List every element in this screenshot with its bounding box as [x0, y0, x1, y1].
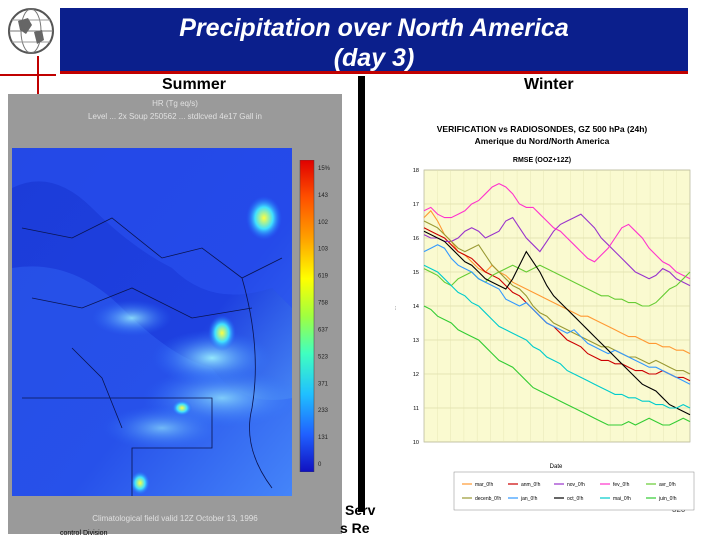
y-tick-label: 15	[413, 270, 419, 276]
series-line	[423, 305, 691, 426]
legend-entry: nov_0!h	[567, 482, 585, 488]
y-tick-label: 16	[413, 236, 419, 242]
legend-entry: avr_0!h	[659, 482, 676, 488]
colorbar-tick-label: 143	[318, 193, 329, 199]
winter-label: Winter	[524, 76, 574, 93]
series-line	[423, 209, 691, 355]
summer-caption-top-1: HR (Tg eq/s)	[152, 99, 198, 108]
series-line	[423, 213, 691, 287]
series-line	[423, 230, 691, 416]
colorbar-legend: 15% 143 102 103 619 758 637 523 371 233 131 0	[299, 160, 331, 472]
legend-entry: anm_0!h	[521, 482, 541, 488]
red-rule-vertical	[37, 56, 39, 94]
y-tick-label: 12	[413, 372, 419, 378]
y-axis-label: ...	[392, 306, 398, 310]
globe-logo-icon	[8, 8, 54, 54]
colorbar-tick-label: 619	[318, 274, 329, 280]
legend-entry: oct_0!h	[567, 496, 584, 502]
red-rule-horizontal	[0, 74, 56, 76]
summer-label: Summer	[162, 76, 227, 93]
y-tick-label: 10	[413, 440, 419, 446]
series-line	[423, 182, 691, 280]
colorbar-tick-label: 371	[318, 381, 329, 387]
y-tick-label: 14	[413, 304, 419, 310]
colorbar-tick-label: 103	[318, 247, 329, 253]
title-bar: Precipitation over North America (day 3)	[60, 8, 688, 74]
colorbar-tick-label: 233	[318, 408, 329, 414]
footer-text-1: Serv	[345, 502, 376, 518]
legend-entry: mai_0!h	[613, 496, 631, 502]
colorbar-tick-label: 131	[318, 435, 329, 441]
series-line	[423, 227, 691, 382]
colorbar-tick-label: 523	[318, 354, 329, 360]
legend-entry: juin_0!h	[658, 496, 677, 502]
legend-box	[453, 471, 695, 511]
series-line	[423, 264, 691, 307]
colorbar-tick-label: 637	[318, 327, 329, 333]
y-tick-label: 13	[413, 338, 419, 344]
summer-caption-top-2: Level ... 2x Soup 250562 ... stdlcved 4e…	[88, 112, 262, 121]
colorbar-tick-label: 758	[318, 301, 329, 307]
series-line	[423, 244, 691, 385]
chart-subtitle: Amerique du Nord/North America	[475, 136, 610, 146]
summer-caption-bottom: Climatological field valid 12Z October 1…	[92, 514, 258, 523]
panel-divider	[358, 76, 365, 512]
colorbar-tick-label: 102	[318, 220, 329, 226]
x-axis-label: Date	[550, 464, 563, 470]
series-line	[423, 220, 691, 375]
chart-subtitle-2: RMSE (OOZ+12Z)	[513, 157, 571, 164]
y-tick-label: 18	[413, 168, 419, 174]
verification-chart: VERIFICATION vs RADIOSONDES, GZ 500 hPa …	[392, 124, 695, 511]
series-line	[423, 264, 691, 409]
precip-map	[12, 148, 292, 496]
legend-entry: fev_0!h	[613, 482, 630, 488]
footer-text-2: s Re	[340, 520, 370, 536]
legend-entry: decenb_0!h	[475, 496, 501, 502]
legend-entry: jan_0!h	[520, 496, 538, 502]
slide-title-line-2: (day 3)	[333, 44, 415, 72]
slide-title-line-1: Precipitation over North America	[179, 14, 569, 42]
legend-entry: mar_0!h	[475, 482, 494, 488]
y-tick-label: 17	[413, 202, 419, 208]
footer-text-3: control Division	[60, 530, 108, 537]
colorbar-tick-label: 15%	[318, 166, 331, 172]
chart-title: VERIFICATION vs RADIOSONDES, GZ 500 hPa …	[437, 124, 648, 134]
y-tick-label: 11	[413, 406, 419, 412]
colorbar-tick-label: 0	[318, 462, 322, 468]
